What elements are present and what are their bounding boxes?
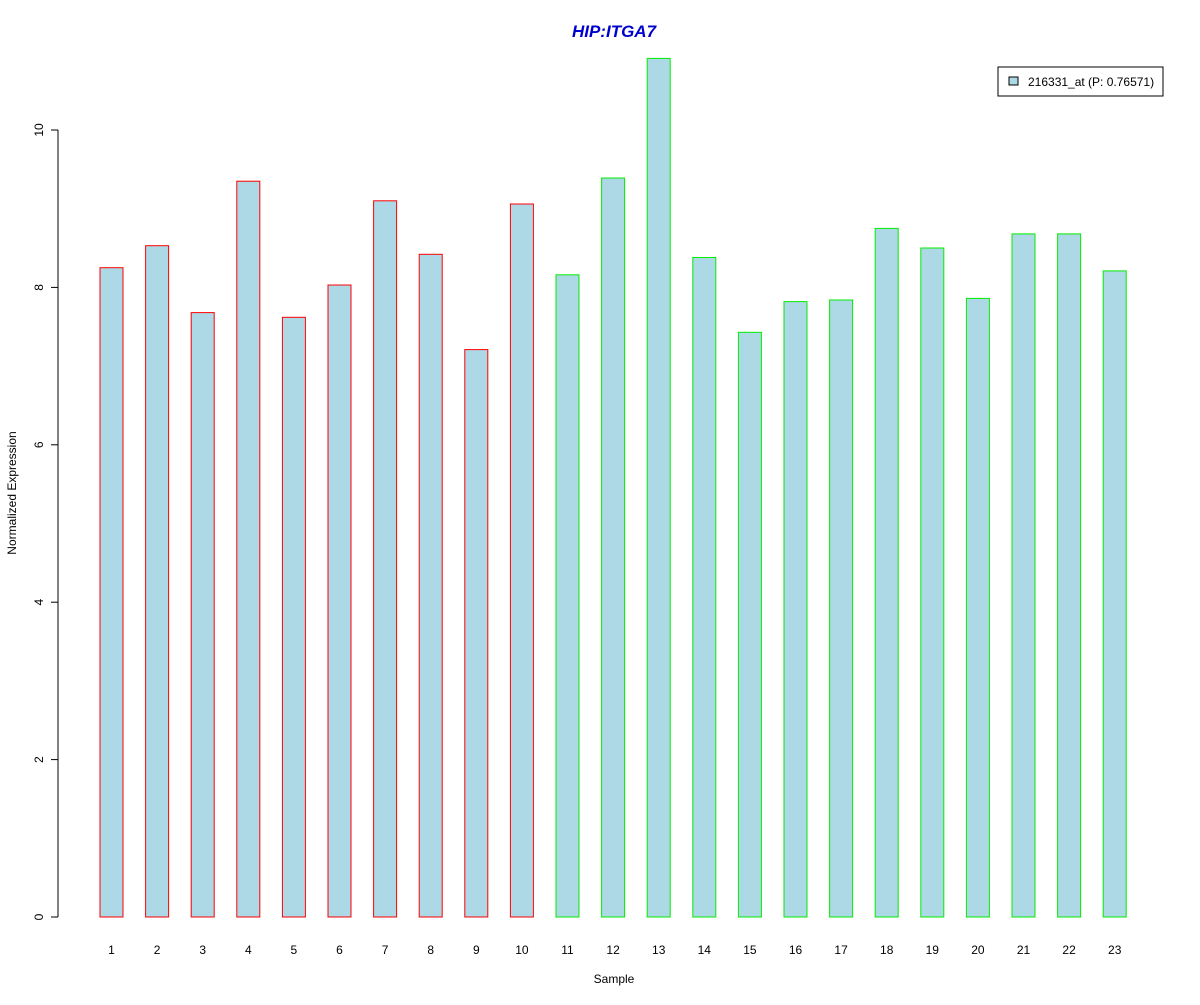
x-axis-tick-label: 7: [382, 943, 389, 957]
legend: 216331_at (P: 0.76571): [997, 66, 1164, 97]
x-axis-tick-label: 20: [971, 943, 985, 957]
x-axis-tick-label: 8: [427, 943, 434, 957]
x-axis-tick-label: 14: [698, 943, 712, 957]
x-axis-tick-label: 4: [245, 943, 252, 957]
bar-sample-9: [464, 349, 489, 918]
bar-sample-7: [373, 200, 398, 918]
bar-sample-5: [281, 316, 306, 918]
x-axis-tick-label: 21: [1017, 943, 1031, 957]
x-axis-tick-label: 12: [606, 943, 620, 957]
y-axis-tick-label: 6: [32, 441, 46, 448]
y-axis-title: Normalized Expression: [5, 431, 19, 554]
bar-sample-13: [646, 57, 671, 918]
y-axis-tick-label: 8: [32, 284, 46, 291]
bar-series: [99, 57, 1127, 918]
y-axis-tick-label: 4: [32, 599, 46, 606]
bar-sample-3: [190, 312, 215, 918]
bar-sample-6: [327, 284, 352, 918]
x-axis-tick-label: 5: [291, 943, 298, 957]
legend-swatch: [1008, 76, 1019, 86]
x-axis-tick-label: 2: [154, 943, 161, 957]
x-axis-tick-label: 11: [561, 943, 574, 957]
x-axis-tick-labels: 1 2 3 4 5 6 7 8 9 10 11 12 13 14 15 16 17 18 19 20 21 22 23: [108, 943, 1122, 957]
bar-sample-11: [555, 274, 580, 918]
bar-sample-22: [1057, 233, 1082, 918]
x-axis-tick-label: 10: [515, 943, 529, 957]
x-axis-tick-label: 15: [743, 943, 757, 957]
y-axis-tick-label: 0: [32, 913, 46, 920]
x-axis-tick-label: 23: [1108, 943, 1122, 957]
legend-label: 216331_at (P: 0.76571): [1028, 75, 1154, 89]
bar-sample-20: [965, 297, 990, 918]
bar-sample-2: [145, 245, 170, 918]
x-axis-tick-label: 13: [652, 943, 666, 957]
bar-sample-16: [783, 301, 808, 918]
x-axis-tick-label: 6: [336, 943, 343, 957]
bar-sample-23: [1102, 270, 1127, 918]
y-axis-tick-label: 10: [32, 123, 46, 137]
chart-title: HIP:ITGA7: [572, 22, 658, 41]
bar-sample-18: [874, 227, 899, 918]
bar-sample-17: [829, 299, 854, 918]
bar-sample-19: [920, 247, 945, 918]
x-axis-tick-label: 1: [108, 943, 115, 957]
bar-sample-15: [737, 331, 762, 918]
legend-box: [997, 66, 1164, 97]
y-axis-tick-label: 2: [32, 756, 46, 763]
bar-sample-21: [1011, 233, 1036, 918]
x-axis-tick-label: 18: [880, 943, 894, 957]
bar-sample-1: [99, 267, 124, 918]
bar-sample-12: [601, 177, 626, 918]
bar-sample-14: [692, 257, 717, 918]
x-axis-tick-label: 19: [926, 943, 940, 957]
x-axis-title: Sample: [594, 972, 635, 986]
x-axis-tick-label: 16: [789, 943, 803, 957]
x-axis-tick-label: 22: [1062, 943, 1076, 957]
y-axis: 0 2 4 6 8 10: [32, 123, 59, 920]
x-axis-tick-label: 9: [473, 943, 480, 957]
x-axis-tick-label: 17: [834, 943, 848, 957]
bar-sample-4: [236, 180, 261, 918]
bar-sample-10: [509, 203, 534, 918]
x-axis-tick-label: 3: [199, 943, 206, 957]
bar-sample-8: [418, 253, 443, 918]
